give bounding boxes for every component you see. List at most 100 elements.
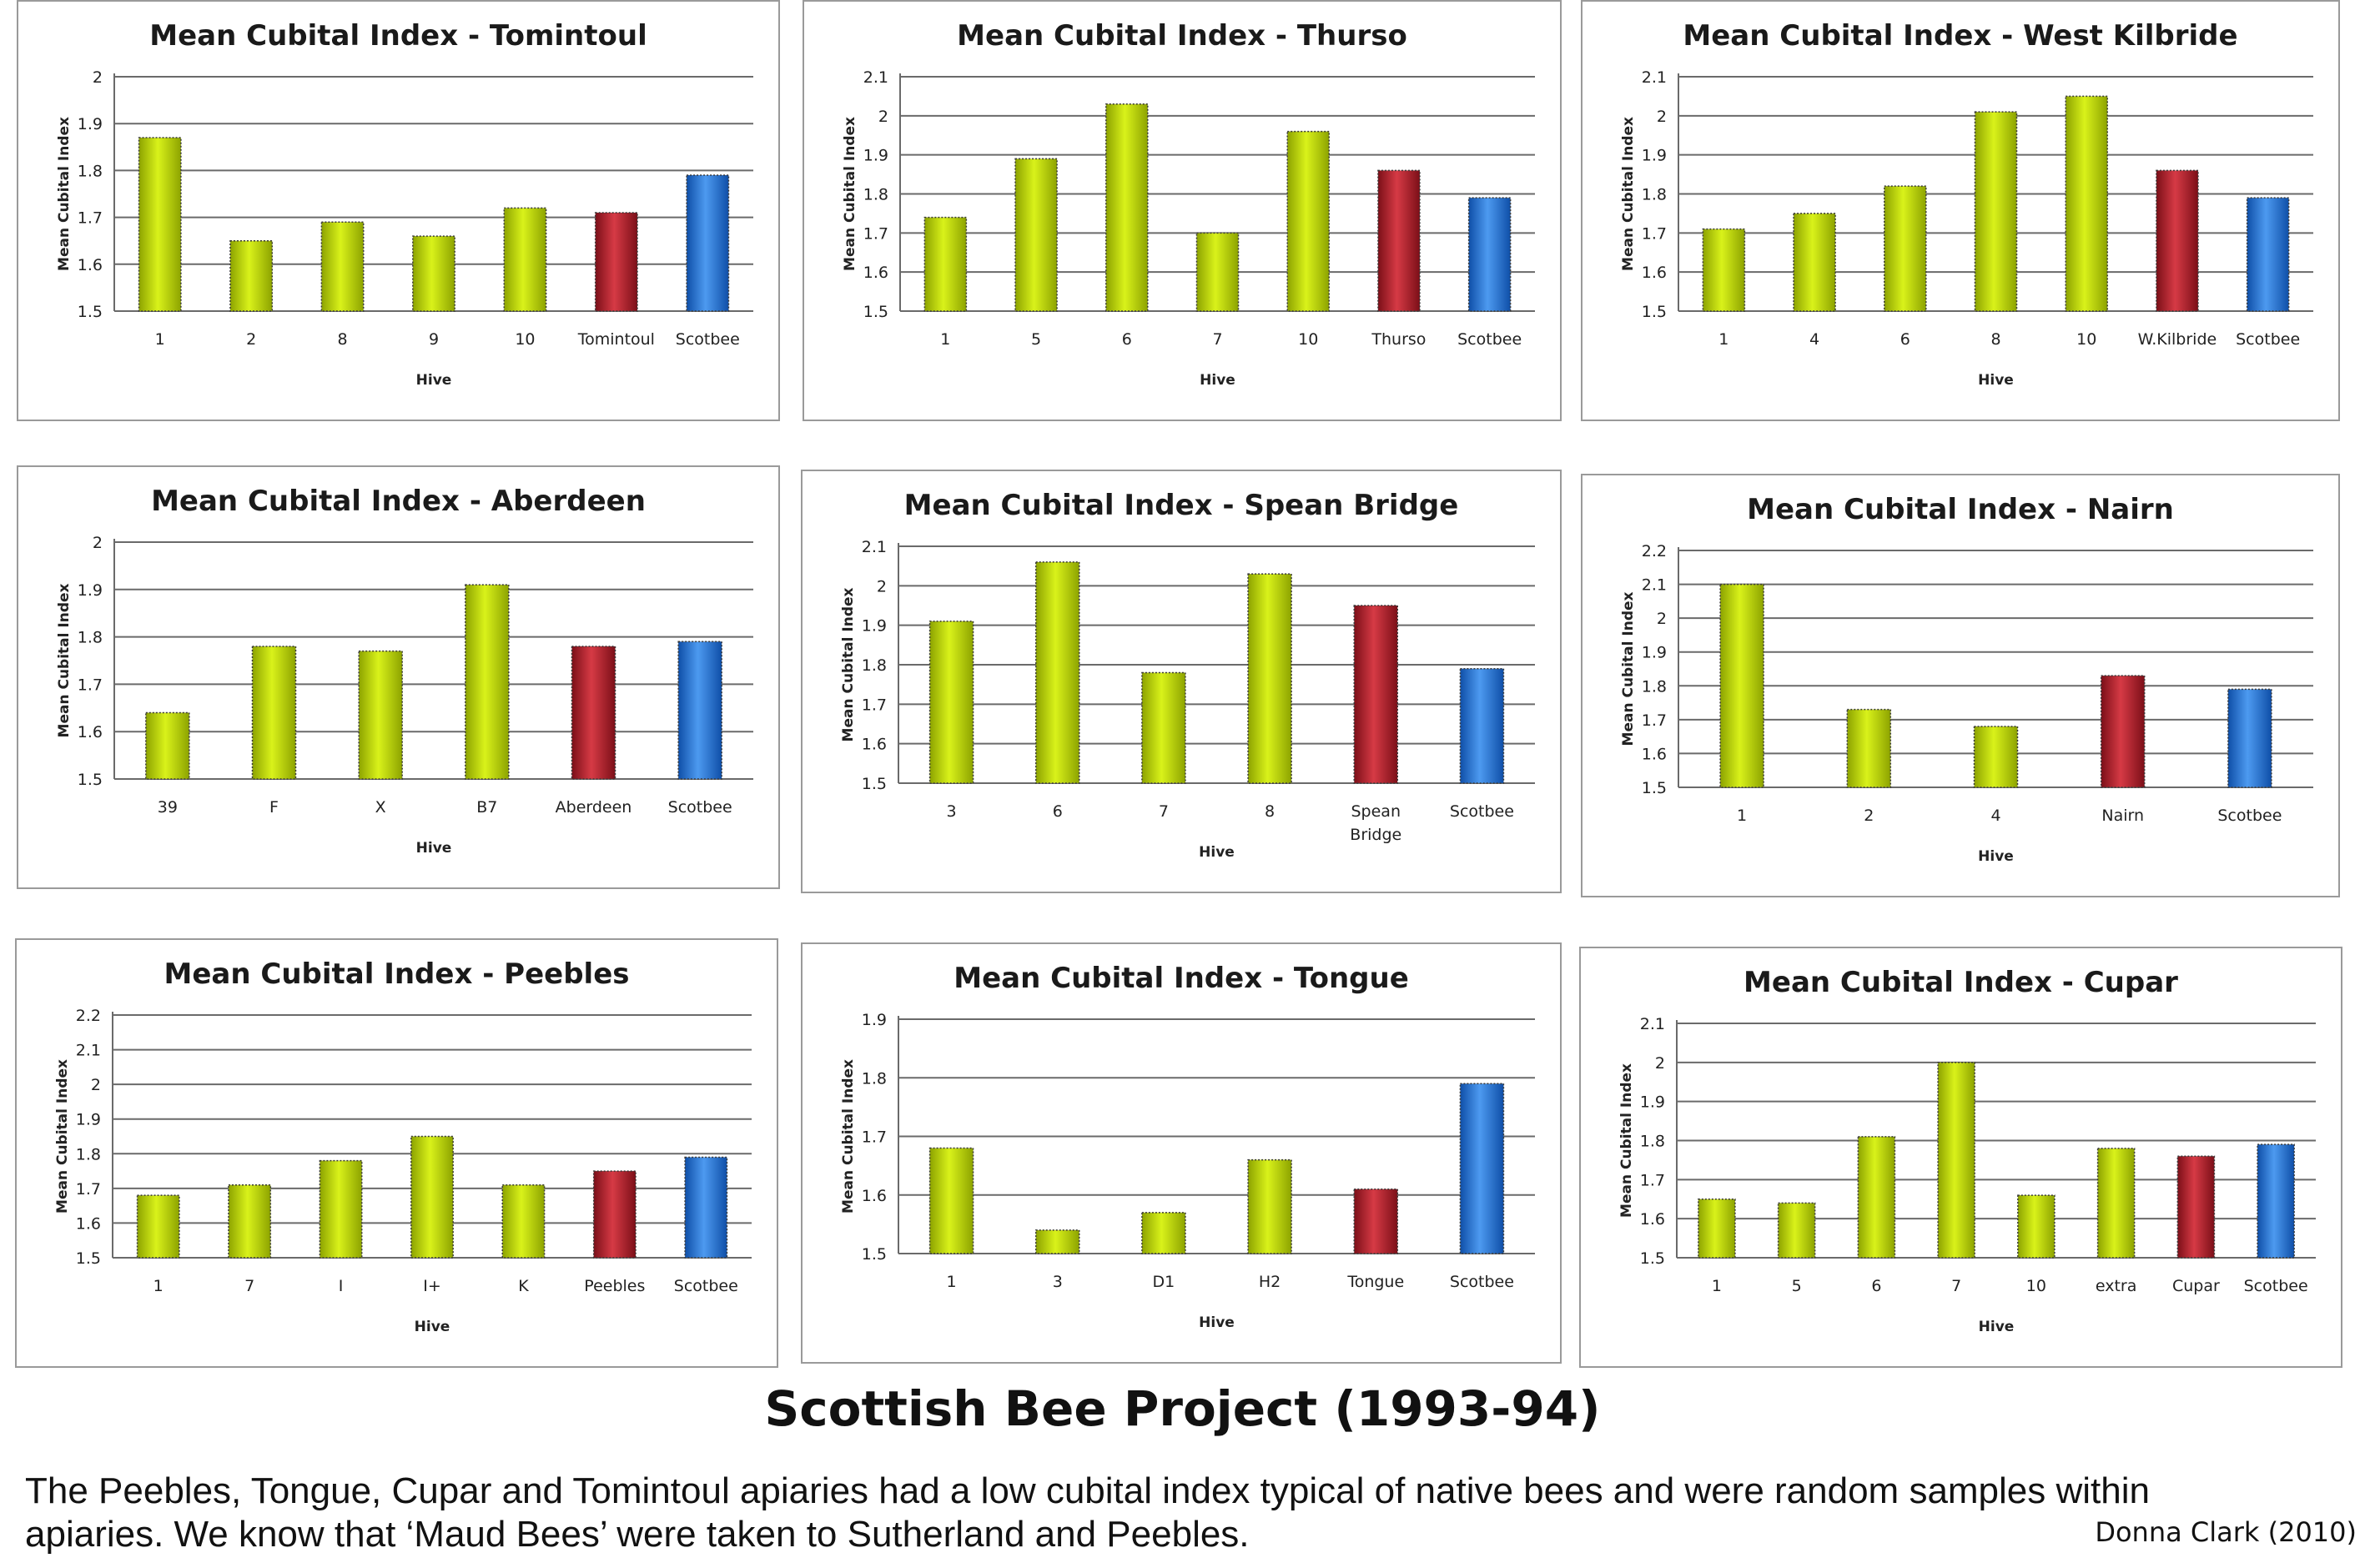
bar xyxy=(465,584,510,780)
x-tick-label: 6 xyxy=(1053,802,1063,821)
y-tick-label: 1.9 xyxy=(863,147,888,165)
x-tick-label: Tomintoul xyxy=(577,330,655,349)
bar-chart: Mean Cubital Index - Cupar 1.5 1.6 1.7 1.8 1.… xyxy=(1618,966,2316,1335)
bar xyxy=(571,646,616,780)
bar xyxy=(594,212,638,312)
y-tick-label: 2 xyxy=(1655,1054,1665,1073)
y-tick-label: 1.7 xyxy=(862,696,887,714)
bar xyxy=(319,1159,363,1259)
bar xyxy=(677,641,722,780)
bar xyxy=(1459,667,1505,784)
bar xyxy=(251,646,297,780)
y-tick-label: 1.8 xyxy=(863,186,888,204)
x-tick-label: Nairn xyxy=(2101,807,2144,825)
chart-panel: Mean Cubital Index - Nairn 1.5 1.6 1.7 1.8 1.… xyxy=(1581,474,2340,897)
x-tick-label: 7 xyxy=(244,1277,254,1295)
bar xyxy=(410,1135,454,1259)
y-tick-label: 2 xyxy=(91,1076,101,1094)
x-tick-label: D1 xyxy=(1153,1273,1175,1291)
chart-title: Mean Cubital Index - Tomintoul xyxy=(149,19,647,53)
chart-title: Mean Cubital Index - Aberdeen xyxy=(151,485,646,518)
x-tick-label: K xyxy=(518,1277,529,1295)
y-tick-label: 1.7 xyxy=(76,1180,101,1199)
x-tick-label: 10 xyxy=(1298,330,1318,349)
y-tick-label: 1.7 xyxy=(78,676,103,694)
chart-title: Mean Cubital Index - West Kilbride xyxy=(1683,19,2237,53)
y-tick-label: 1.7 xyxy=(1640,1171,1665,1189)
bar xyxy=(320,221,365,312)
y-axis-label: Mean Cubital Index xyxy=(842,117,858,271)
x-tick-label: 6 xyxy=(1900,330,1910,349)
bar xyxy=(1702,228,1746,312)
bar xyxy=(501,1184,546,1259)
x-tick-label: Scotbee xyxy=(1457,330,1522,349)
x-tick-label: B7 xyxy=(476,798,497,817)
x-tick-label: 7 xyxy=(1951,1277,1961,1295)
chart-title: Mean Cubital Index - Thurso xyxy=(957,19,1407,53)
y-axis-label: Mean Cubital Index xyxy=(54,1059,71,1214)
y-tick-label: 1.9 xyxy=(78,581,103,600)
x-axis-label: Hive xyxy=(415,1319,450,1335)
y-tick-label: 2.1 xyxy=(1640,1015,1665,1033)
x-axis-label: Hive xyxy=(416,840,452,857)
bar-chart: Mean Cubital Index - Peebles 1.5 1.6 1.7 1.8… xyxy=(54,957,752,1335)
bar xyxy=(1195,232,1240,312)
y-tick-label: 1.5 xyxy=(76,1249,101,1268)
x-tick-label: 5 xyxy=(1792,1277,1802,1295)
bar xyxy=(1035,1229,1080,1254)
bar xyxy=(2246,197,2290,312)
x-tick-label: Bridge xyxy=(1350,826,1401,844)
y-tick-label: 1.9 xyxy=(862,617,887,636)
y-tick-label: 2.1 xyxy=(1642,68,1667,87)
x-axis-label: Hive xyxy=(1199,1314,1235,1331)
x-tick-label: 6 xyxy=(1871,1277,1881,1295)
y-tick-label: 1.8 xyxy=(78,162,103,180)
bar-chart: Mean Cubital Index - Tomintoul 1.5 1.6 1.7 1… xyxy=(56,19,753,389)
bar xyxy=(1459,1083,1505,1254)
bar-chart: Mean Cubital Index - West Kilbride 1.5 1.6… xyxy=(1620,19,2313,389)
y-tick-label: 1.9 xyxy=(1642,147,1667,165)
chart-panel: Mean Cubital Index - Cupar 1.5 1.6 1.7 1.8 1.… xyxy=(1579,947,2342,1368)
x-tick-label: I+ xyxy=(423,1277,441,1295)
bar xyxy=(1141,671,1186,784)
bar xyxy=(2156,169,2199,312)
bar-chart: Mean Cubital Index - Thurso 1.5 1.6 1.7 1.8 1… xyxy=(842,19,1535,389)
bar xyxy=(138,137,182,312)
x-tick-label: 39 xyxy=(158,798,178,817)
bar xyxy=(1353,1188,1398,1254)
y-tick-label: 1.9 xyxy=(1642,644,1667,662)
x-tick-label: 1 xyxy=(947,1273,957,1291)
y-tick-label: 1.5 xyxy=(1642,303,1667,321)
x-tick-label: 9 xyxy=(429,330,439,349)
x-tick-label: 6 xyxy=(1122,330,1132,349)
x-axis-label: Hive xyxy=(1978,372,2014,389)
bar xyxy=(136,1194,180,1259)
y-tick-label: 1.7 xyxy=(1642,711,1667,730)
x-tick-label: extra xyxy=(2096,1277,2137,1295)
x-tick-label: Scotbee xyxy=(674,1277,738,1295)
y-tick-label: 1.6 xyxy=(1640,1210,1665,1229)
bar-chart: Mean Cubital Index - Aberdeen 1.5 1.6 1.7 1.… xyxy=(56,485,753,857)
bar xyxy=(2096,1148,2136,1259)
x-axis-label: Hive xyxy=(1978,848,2014,865)
chart-panel: Mean Cubital Index - Thurso 1.5 1.6 1.7 1.8 1… xyxy=(803,0,1562,421)
bar xyxy=(684,1156,728,1259)
x-tick-label: 1 xyxy=(940,330,950,349)
x-tick-label: Peebles xyxy=(584,1277,645,1295)
x-tick-label: 7 xyxy=(1212,330,1222,349)
x-tick-label: 1 xyxy=(155,330,165,349)
bar xyxy=(412,235,455,312)
x-tick-label: 1 xyxy=(1712,1277,1722,1295)
y-axis-label: Mean Cubital Index xyxy=(840,587,857,741)
y-tick-label: 1.9 xyxy=(1640,1093,1665,1112)
x-tick-label: Tongue xyxy=(1346,1273,1404,1291)
bar xyxy=(503,207,547,312)
bar xyxy=(1846,708,1892,788)
x-tick-label: Scotbee xyxy=(1450,1273,1514,1291)
chart-panel: Mean Cubital Index - Tomintoul 1.5 1.6 1.7 1… xyxy=(17,0,780,421)
y-tick-label: 1.5 xyxy=(862,775,887,793)
y-tick-label: 1.8 xyxy=(76,1145,101,1163)
y-axis-label: Mean Cubital Index xyxy=(840,1059,857,1214)
y-tick-label: 1.5 xyxy=(78,303,103,321)
y-tick-label: 2 xyxy=(1657,610,1667,628)
